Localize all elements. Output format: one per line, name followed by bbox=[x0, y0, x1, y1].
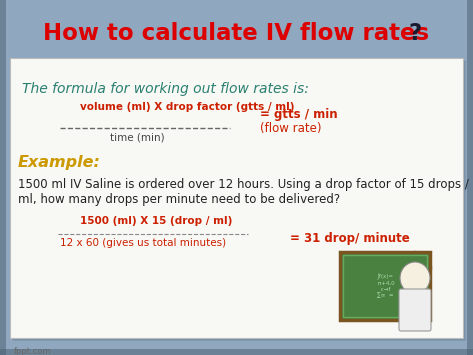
Text: fppt.com: fppt.com bbox=[14, 347, 52, 355]
Bar bbox=[340, 252, 430, 320]
Ellipse shape bbox=[420, 253, 426, 263]
Text: = 31 drop/ minute: = 31 drop/ minute bbox=[290, 232, 410, 245]
Ellipse shape bbox=[426, 263, 432, 273]
Bar bbox=[13, 61, 466, 341]
Ellipse shape bbox=[400, 257, 406, 267]
Text: 1500 (ml) X 15 (drop / ml): 1500 (ml) X 15 (drop / ml) bbox=[80, 216, 232, 226]
Text: ∫f(x)=
 π+4,0
 c→f
∑∞  ≈: ∫f(x)= π+4,0 c→f ∑∞ ≈ bbox=[376, 274, 394, 298]
Text: = gtts / min: = gtts / min bbox=[260, 108, 338, 121]
Bar bbox=[0, 349, 473, 355]
Bar bbox=[12, 60, 465, 340]
Bar bbox=[467, 0, 473, 355]
Text: volume (ml) X drop factor (gtts / ml): volume (ml) X drop factor (gtts / ml) bbox=[80, 102, 295, 112]
Bar bbox=[10, 58, 463, 338]
Bar bbox=[0, 0, 6, 355]
Text: 12 x 60 (gives us total minutes): 12 x 60 (gives us total minutes) bbox=[60, 238, 226, 248]
Text: time (min): time (min) bbox=[110, 132, 165, 142]
Text: (flow rate): (flow rate) bbox=[260, 122, 322, 135]
Bar bbox=[343, 255, 427, 317]
Ellipse shape bbox=[400, 262, 430, 294]
Ellipse shape bbox=[412, 251, 418, 261]
Ellipse shape bbox=[424, 257, 430, 267]
Text: 1500 ml IV Saline is ordered over 12 hours. Using a drop factor of 15 drops /: 1500 ml IV Saline is ordered over 12 hou… bbox=[18, 178, 469, 191]
Bar bbox=[11, 59, 464, 339]
Text: The formula for working out flow rates is:: The formula for working out flow rates i… bbox=[22, 82, 309, 96]
Text: ml, how many drops per minute need to be delivered?: ml, how many drops per minute need to be… bbox=[18, 193, 340, 206]
Text: ?: ? bbox=[401, 22, 422, 45]
FancyBboxPatch shape bbox=[399, 289, 431, 331]
Ellipse shape bbox=[404, 253, 410, 263]
Text: Example:: Example: bbox=[18, 155, 101, 170]
Text: How to calculate IV flow rates: How to calculate IV flow rates bbox=[43, 22, 429, 45]
Ellipse shape bbox=[422, 269, 428, 279]
